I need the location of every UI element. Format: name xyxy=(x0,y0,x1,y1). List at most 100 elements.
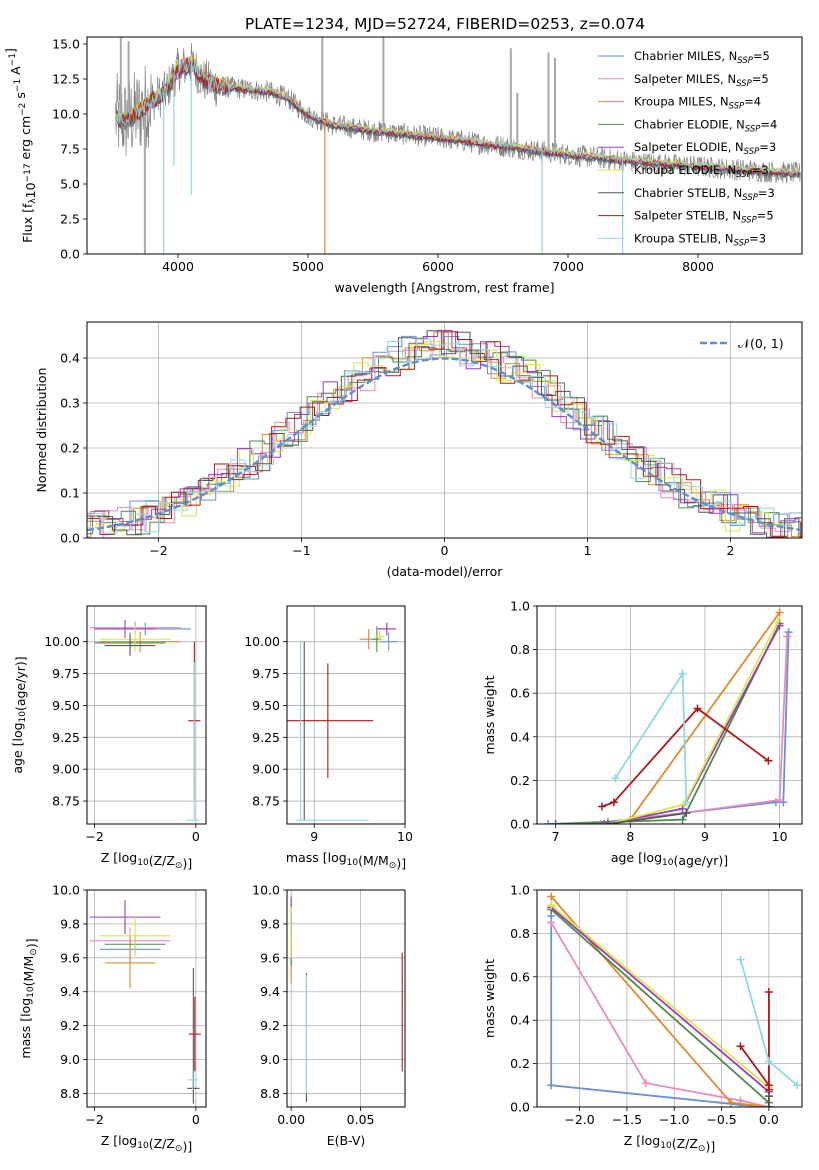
weight-marker xyxy=(596,820,605,824)
weight-series xyxy=(611,669,691,807)
y-tick-label: 9.75 xyxy=(52,666,80,681)
errorbar-point xyxy=(377,622,396,636)
plot-area-age_vs_mass xyxy=(287,622,398,821)
weight-line xyxy=(555,623,781,824)
x-tick-label: −1.0 xyxy=(659,1112,689,1127)
x-tick-label: 7 xyxy=(552,829,560,844)
weight-marker xyxy=(764,987,773,996)
figure-title: PLATE=1234, MJD=52724, FIBERID=0253, z=0… xyxy=(245,15,645,33)
y-tick-label: 0.4 xyxy=(510,1013,530,1028)
y-axis-label: mass weight xyxy=(482,959,497,1038)
weight-series xyxy=(544,628,793,824)
residual-histogram xyxy=(87,331,802,538)
y-tick-label: 9.00 xyxy=(52,762,80,777)
weight-marker xyxy=(736,955,745,964)
weight-marker xyxy=(603,820,612,824)
plot-area-spectrum xyxy=(115,37,801,254)
panel-mass_vs_EBV: 0.00 0.05 8.8 9.0 9.2 9.4 9.6 9.8 10.0 E(B-V) xyxy=(252,883,406,1148)
weight-marker xyxy=(544,820,553,824)
y-tick-label: 0.0 xyxy=(60,247,80,262)
x-tick-label: 0 xyxy=(192,829,200,844)
errorbar-point xyxy=(187,1069,198,1091)
panel-age_vs_Z: −2 0 8.75 9.00 9.25 9.50 9.75 10.00 Z [log10(Z/Z… xyxy=(10,605,207,871)
legend-entry: Salpeter ELODIE, NSSP=3 xyxy=(634,140,776,157)
x-axis-label: (data-model)/error xyxy=(387,564,504,579)
y-tick-label: 9.6 xyxy=(260,950,280,965)
x-tick-label: 6000 xyxy=(422,259,454,274)
y-tick-label: 9.0 xyxy=(60,1052,80,1067)
weight-marker xyxy=(547,901,556,910)
errorbar-point xyxy=(375,630,385,643)
y-tick-label: 0.2 xyxy=(510,773,530,788)
x-tick-label: 0 xyxy=(441,543,449,558)
x-tick-label: 9 xyxy=(701,829,709,844)
axes-frame xyxy=(536,889,803,1108)
residual-histogram xyxy=(87,338,802,534)
y-tick-label: 9.8 xyxy=(60,916,80,931)
plot-area-massweight_vs_Z xyxy=(547,892,802,1107)
axes-frame xyxy=(286,889,406,1108)
weight-marker xyxy=(793,1081,802,1090)
x-tick-label: 8000 xyxy=(682,259,714,274)
weight-line xyxy=(550,916,769,1107)
weight-marker xyxy=(678,815,687,824)
x-tick-label: 0.0 xyxy=(759,1112,779,1127)
weight-marker xyxy=(597,802,606,811)
axes-frame xyxy=(86,889,207,1108)
y-tick-label: 9.6 xyxy=(60,950,80,965)
weight-marker xyxy=(774,617,783,626)
weight-series xyxy=(547,912,773,1107)
y-tick-label: 10.0 xyxy=(52,883,80,898)
errorbar-point xyxy=(188,996,201,1072)
weight-series xyxy=(736,955,802,1090)
weight-series xyxy=(551,619,784,824)
y-tick-label: 0.6 xyxy=(510,969,530,984)
weight-line xyxy=(550,895,770,1107)
y-tick-label: 0.0 xyxy=(510,1100,530,1115)
y-tick-label: 9.8 xyxy=(260,916,280,931)
y-tick-label: 9.4 xyxy=(260,984,280,999)
errorbar-point xyxy=(104,635,156,656)
weight-marker xyxy=(682,809,691,818)
y-tick-label: 1.0 xyxy=(510,599,530,614)
x-tick-label: −1 xyxy=(292,543,310,558)
weight-marker xyxy=(611,774,620,783)
y-tick-label: 8.75 xyxy=(52,794,80,809)
x-tick-label: 0.05 xyxy=(347,1112,375,1127)
residual-histogram xyxy=(87,347,802,535)
x-tick-label: 10 xyxy=(397,829,413,844)
y-tick-label: 9.2 xyxy=(260,1018,280,1033)
y-tick-label: 0.3 xyxy=(60,396,80,411)
y-tick-label: 0.0 xyxy=(510,817,530,832)
axes-frame xyxy=(86,605,207,825)
legend-entry: Salpeter MILES, NSSP=5 xyxy=(634,72,769,89)
y-tick-label: 9.50 xyxy=(52,698,80,713)
y-tick-label: 0.2 xyxy=(60,441,80,456)
weight-marker xyxy=(551,820,560,824)
y-tick-label: 5.0 xyxy=(60,177,80,192)
plot-area-mass_vs_EBV xyxy=(290,895,403,1102)
x-axis-label: Z [log10(Z/Z⊙)] xyxy=(624,1133,715,1154)
weight-series xyxy=(600,621,784,824)
weight-line xyxy=(607,812,687,824)
weight-marker xyxy=(764,1085,773,1094)
x-tick-label: −2 xyxy=(85,829,103,844)
y-tick-label: 0.1 xyxy=(60,486,80,501)
weight-marker xyxy=(736,1042,745,1051)
y-axis-label: mass [log10(M/M⊙)] xyxy=(18,938,39,1058)
residual-histogram xyxy=(87,330,802,538)
weight-marker xyxy=(682,798,691,807)
plot-area-residuals xyxy=(87,329,802,538)
y-tick-label: 1.0 xyxy=(510,883,530,898)
weight-line xyxy=(739,992,770,1090)
weight-marker xyxy=(641,1079,650,1088)
y-tick-label: 0.8 xyxy=(510,926,530,941)
x-tick-label: −1.5 xyxy=(612,1112,642,1127)
errorbar-point xyxy=(99,631,181,652)
legend-entry: Chabrier MILES, NSSP=5 xyxy=(634,49,770,66)
panel-mass_vs_Z: −2 0 8.8 9.0 9.2 9.4 9.6 9.8 10.0 Z [log10(Z/Z⊙)]… xyxy=(18,883,207,1154)
legend-entry: Kroupa MILES, NSSP=4 xyxy=(634,95,761,112)
y-tick-label: 0.8 xyxy=(510,642,530,657)
axes-frame xyxy=(536,605,803,825)
